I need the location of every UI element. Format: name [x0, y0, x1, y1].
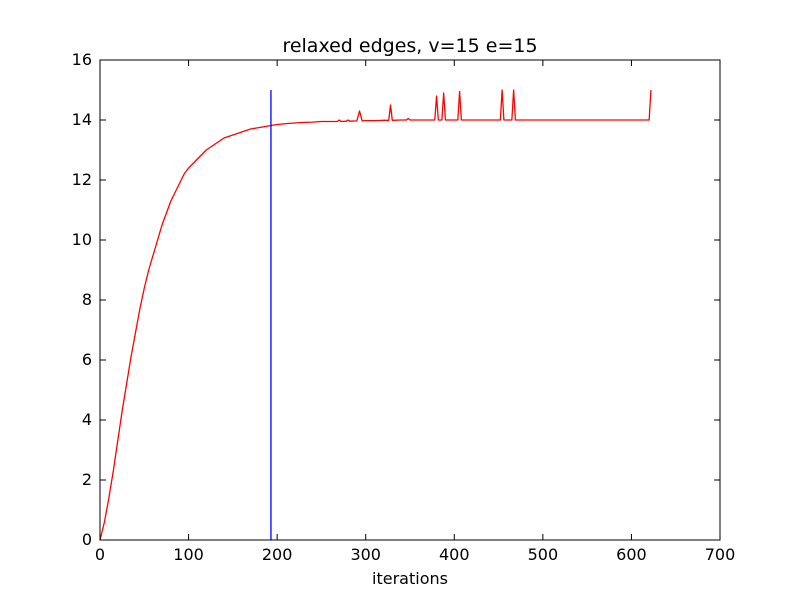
x-tick-label: 300	[350, 545, 381, 564]
ticks-layer: 0 100 200 300 400 500 600 700 0 2 4 6 8 10 12 14 16	[72, 50, 736, 564]
x-axis-label: iterations	[372, 569, 448, 588]
x-tick-label: 700	[705, 545, 736, 564]
x-tick-label: 600	[616, 545, 647, 564]
y-tick-label: 14	[72, 110, 92, 129]
y-tick-label: 12	[72, 170, 92, 189]
series-line-red	[99, 89, 652, 541]
x-tick-label: 400	[439, 545, 470, 564]
series-layer	[99, 89, 652, 541]
x-tick-label: 0	[95, 545, 105, 564]
x-tick-label: 500	[528, 545, 559, 564]
y-tick-label: 0	[82, 530, 92, 549]
y-tick-label: 4	[82, 410, 92, 429]
x-tick-label: 100	[173, 545, 204, 564]
x-tick-label: 200	[262, 545, 293, 564]
y-tick-label: 10	[72, 230, 92, 249]
y-tick-label: 16	[72, 50, 92, 69]
plot-background	[100, 60, 720, 540]
chart-title: relaxed edges, v=15 e=15	[282, 35, 537, 57]
y-tick-label: 2	[82, 470, 92, 489]
y-tick-label: 6	[82, 350, 92, 369]
y-tick-label: 8	[82, 290, 92, 309]
